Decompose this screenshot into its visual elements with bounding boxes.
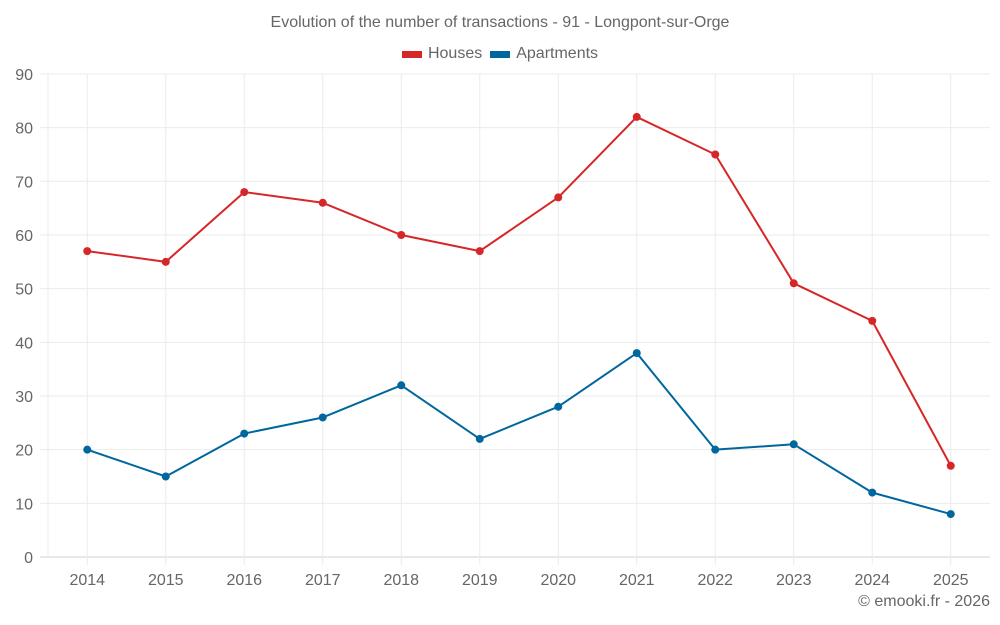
x-tick-label: 2016 xyxy=(226,572,262,589)
y-tick-label: 30 xyxy=(15,389,33,406)
data-point-apartments[interactable] xyxy=(711,445,720,454)
data-point-houses[interactable] xyxy=(161,257,170,266)
data-point-houses[interactable] xyxy=(946,461,955,470)
x-tick-label: 2015 xyxy=(148,572,184,589)
x-tick-label: 2021 xyxy=(619,572,655,589)
data-point-apartments[interactable] xyxy=(83,445,92,454)
series xyxy=(83,112,955,519)
x-tick-label: 2022 xyxy=(697,572,733,589)
axes: 0 10 20 30 40 50 60 70 80 90 2014 2015 2016 2017 2018 2… xyxy=(15,67,968,589)
data-point-houses[interactable] xyxy=(632,112,641,121)
data-point-houses[interactable] xyxy=(397,231,406,239)
data-point-apartments[interactable] xyxy=(475,434,484,443)
legend: Houses Apartments xyxy=(0,45,1000,63)
chart-title: Evolution of the number of transactions … xyxy=(270,14,730,31)
y-tick-label: 0 xyxy=(24,550,33,567)
data-point-houses[interactable] xyxy=(318,198,327,207)
data-point-houses[interactable] xyxy=(240,188,249,197)
legend-label-houses: Houses xyxy=(427,45,483,62)
series-line-houses xyxy=(87,115,952,467)
y-tick-label: 50 xyxy=(15,282,33,299)
data-point-apartments[interactable] xyxy=(397,381,406,390)
legend-swatch-houses xyxy=(401,50,422,58)
x-tick-label: 2014 xyxy=(69,572,105,589)
x-tick-label: 2023 xyxy=(776,572,812,589)
data-point-houses[interactable] xyxy=(475,247,484,256)
x-tick-label: 2024 xyxy=(854,572,890,589)
data-point-apartments[interactable] xyxy=(161,472,170,481)
x-tick-label: 2017 xyxy=(305,572,341,589)
data-point-apartments[interactable] xyxy=(318,413,327,422)
x-tick-label: 2019 xyxy=(462,572,498,589)
y-tick-label: 40 xyxy=(15,335,33,352)
x-tick-label: 2020 xyxy=(540,572,576,589)
data-point-houses[interactable] xyxy=(83,247,92,256)
y-tick-label: 70 xyxy=(15,174,33,191)
data-point-houses[interactable] xyxy=(789,279,798,288)
y-tick-label: 10 xyxy=(15,496,33,513)
data-point-houses[interactable] xyxy=(711,150,720,159)
y-tick-label: 60 xyxy=(15,228,33,245)
x-tick-label: 2018 xyxy=(383,572,419,589)
copyright-footer: © emooki.fr - 2026 xyxy=(858,593,990,610)
grid xyxy=(40,73,990,565)
y-tick-label: 20 xyxy=(15,443,33,460)
y-tick-label: 80 xyxy=(15,121,33,138)
legend-swatch-apartments xyxy=(490,50,511,58)
data-point-houses[interactable] xyxy=(868,316,877,325)
data-point-apartments[interactable] xyxy=(554,402,563,411)
x-tick-label: 2025 xyxy=(933,572,969,589)
data-point-apartments[interactable] xyxy=(240,429,249,438)
data-point-apartments[interactable] xyxy=(789,440,798,449)
data-point-apartments[interactable] xyxy=(946,510,955,519)
legend-label-apartments: Apartments xyxy=(516,45,599,62)
series-line-apartments xyxy=(86,352,952,516)
data-point-apartments[interactable] xyxy=(632,349,641,358)
legend-item-apartments[interactable]: Apartments xyxy=(490,45,598,63)
data-point-apartments[interactable] xyxy=(868,488,877,497)
legend-item-houses[interactable]: Houses xyxy=(401,45,483,63)
data-point-houses[interactable] xyxy=(554,193,563,202)
y-tick-label: 90 xyxy=(15,67,33,84)
